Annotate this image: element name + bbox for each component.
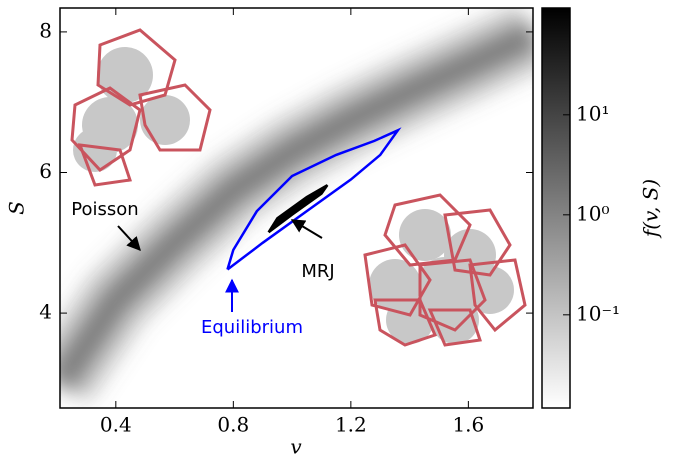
y-tick-label: 6 [39, 159, 52, 183]
x-tick-label: 0.4 [100, 413, 132, 437]
y-tick-label: 4 [39, 300, 52, 324]
y-axis-label: S [5, 201, 29, 215]
x-tick-label: 1.2 [335, 413, 367, 437]
x-axis-label: v [290, 435, 302, 459]
annotation: MRJ [301, 261, 334, 282]
annotation: Equilibrium [201, 317, 303, 338]
y-tick-label: 8 [39, 18, 52, 42]
illustration-mrj [363, 193, 527, 347]
colorbar-tick-label: 10¹ [576, 101, 609, 125]
annotation: Poisson [71, 199, 138, 220]
density-cloud [267, 184, 329, 234]
colorbar-tick-label: 10⁰ [576, 201, 609, 225]
density-cloud [226, 127, 402, 271]
x-tick-label: 1.6 [452, 413, 484, 437]
colorbar-label: f(v, S) [639, 179, 663, 239]
annotation-arrow [290, 219, 323, 239]
colorbar [541, 7, 571, 409]
illustration-poisson [70, 28, 212, 187]
plot-area [60, 8, 533, 403]
plot-frame [59, 7, 534, 409]
x-tick-label: 0.8 [217, 413, 249, 437]
colorbar-tick-label: 10⁻¹ [576, 301, 620, 325]
density-band [60, 21, 533, 392]
annotation-arrow [117, 225, 141, 252]
